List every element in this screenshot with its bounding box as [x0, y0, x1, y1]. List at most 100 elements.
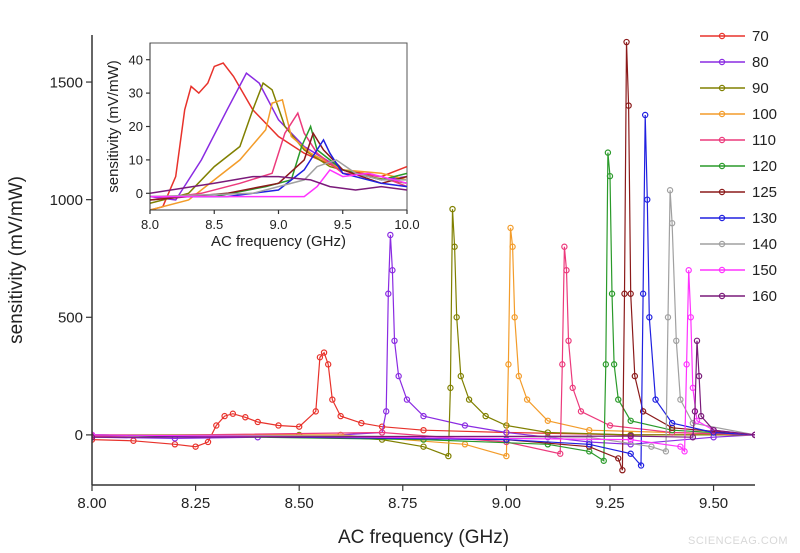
data-point-125: [619, 466, 626, 474]
inset-x-tick-label: 9.0: [269, 217, 287, 232]
data-point-100: [586, 426, 593, 434]
data-point-100: [515, 372, 523, 380]
data-point-80: [461, 422, 469, 429]
legend-label: 90: [752, 80, 769, 97]
data-point-125: [631, 372, 639, 380]
inset-x-tick-label: 8.0: [141, 217, 159, 232]
data-point-160: [693, 337, 701, 345]
data-point-80: [395, 372, 402, 380]
data-point-150: [681, 448, 688, 455]
data-point-150: [627, 436, 634, 443]
data-point-160: [751, 431, 755, 439]
main-series-line-130: [92, 114, 755, 468]
data-point-140: [668, 219, 676, 227]
data-point-90: [482, 412, 489, 420]
data-point-120: [602, 361, 610, 368]
data-point-110: [577, 408, 585, 415]
data-point-125: [621, 290, 628, 297]
legend-label: 160: [752, 288, 777, 305]
data-point-160: [710, 426, 717, 434]
data-point-90: [451, 243, 458, 250]
data-point-70: [275, 422, 282, 429]
data-point-140: [673, 337, 680, 345]
data-point-100: [544, 417, 552, 424]
data-point-70: [254, 418, 261, 426]
inset-plot-area: [149, 42, 408, 211]
data-point-120: [610, 361, 618, 368]
data-point-70: [316, 354, 324, 361]
main-y-tick-label: 1000: [50, 192, 83, 209]
data-point-70: [378, 423, 386, 430]
main-x-tick-label: 9.50: [699, 495, 728, 512]
data-point-100: [505, 361, 512, 368]
main-series-line-100: [92, 227, 755, 457]
main-series-line-150: [92, 270, 755, 453]
main-y-tick-label: 0: [75, 427, 83, 444]
data-point-120: [606, 172, 614, 180]
inset-series-line-7: [150, 138, 407, 198]
data-point-70: [192, 443, 199, 450]
inset-series-line-8: [150, 159, 407, 198]
data-point-110: [561, 243, 568, 250]
data-point-150: [685, 267, 692, 274]
data-point-140: [586, 434, 593, 441]
inset-series-line-9: [150, 168, 407, 198]
legend-item-100: 100: [700, 106, 777, 123]
legend-marker: [718, 240, 726, 248]
data-point-130: [627, 450, 634, 457]
data-point-160: [697, 412, 705, 420]
data-point-70: [213, 422, 220, 429]
data-point-150: [687, 314, 694, 321]
data-point-160: [627, 432, 634, 440]
legend-marker: [718, 32, 726, 40]
main-y-axis-label: sensitivity (mV/mW): [6, 176, 27, 344]
main-x-tick-label: 8.00: [77, 495, 106, 512]
watermark: SCIENCEAG.COM: [687, 535, 788, 547]
data-point-70: [420, 426, 427, 434]
data-point-160: [691, 408, 699, 415]
legend-item-110: 110: [700, 132, 776, 149]
legend: 70 80 90 100 110 120 125 130 140 150 160: [700, 28, 777, 305]
legend-item-120: 120: [700, 158, 777, 175]
data-point-130: [668, 419, 676, 427]
data-point-130: [639, 290, 647, 297]
data-point-80: [385, 290, 392, 297]
legend-marker: [718, 292, 726, 300]
data-point-130: [637, 462, 645, 469]
legend-marker: [718, 58, 726, 66]
inset-y-tick-label: 20: [129, 119, 143, 134]
data-point-70: [204, 438, 212, 446]
inset-x-tick-label: 9.5: [334, 217, 352, 232]
data-point-110: [563, 267, 570, 274]
legend-marker: [718, 214, 726, 222]
data-point-90: [544, 429, 552, 436]
data-point-70: [171, 441, 179, 448]
data-point-70: [329, 396, 336, 403]
data-point-150: [677, 443, 684, 450]
legend-marker: [718, 136, 726, 144]
data-point-100: [503, 452, 510, 460]
inset-x-tick-label: 8.5: [205, 217, 223, 232]
legend-label: 100: [752, 106, 777, 123]
data-point-100: [511, 314, 518, 321]
data-point-140: [677, 396, 684, 403]
data-point-90: [445, 452, 452, 460]
data-point-90: [449, 205, 456, 213]
data-point-80: [391, 337, 398, 345]
data-point-90: [447, 384, 454, 392]
inset-plot: 8.0 8.5 9.0 9.5 10.0 0 10 20 30 40 AC frequency (G…: [105, 42, 420, 250]
data-point-90: [503, 422, 510, 429]
data-point-125: [623, 38, 630, 46]
data-point-70: [358, 419, 365, 427]
legend-label: 80: [752, 54, 769, 71]
legend-item-125: 125: [700, 184, 777, 201]
data-point-70: [221, 412, 228, 420]
legend-marker: [718, 162, 726, 170]
main-x-tick-label: 9.25: [595, 495, 624, 512]
data-point-110: [606, 422, 614, 429]
data-point-70: [312, 408, 319, 415]
data-point-110: [565, 337, 572, 345]
data-point-125: [625, 102, 632, 109]
legend-label: 130: [752, 210, 777, 227]
